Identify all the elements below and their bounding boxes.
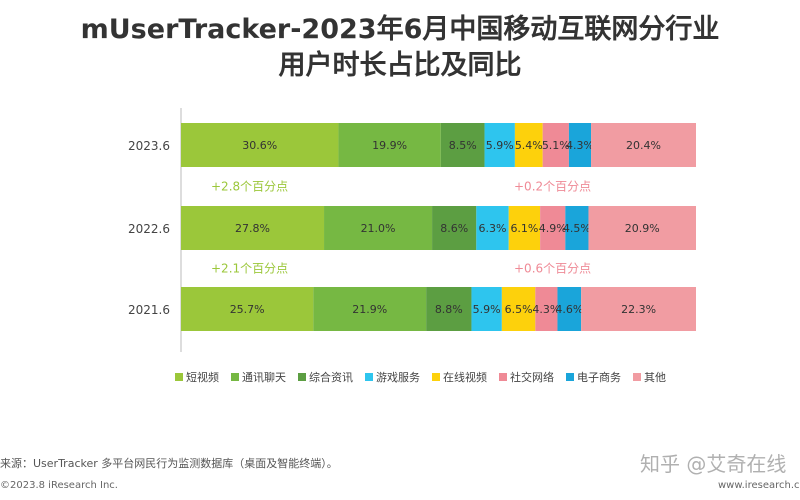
legend-label-0: 短视频 [186,370,219,384]
bar-segment-2022-6-1 [324,206,433,250]
category-label-2022-6: 2022.6 [128,222,170,236]
data-label-2023-6-3: 5.9% [486,139,514,152]
annotation-2: +2.1个百分点 [211,262,288,276]
legend-label-1: 通讯聊天 [242,370,286,384]
website-text: www.iresearch.com.cn [718,480,800,491]
data-label-2023-6-1: 19.9% [372,139,407,152]
data-label-2023-6-6: 4.3% [566,139,594,152]
legend-label-2: 综合资讯 [309,370,353,384]
legend-swatch-0 [175,373,183,381]
legend-label-6: 电子商务 [577,370,621,384]
data-label-2022-6-4: 6.1% [510,222,538,235]
data-label-2022-6-7: 20.9% [625,222,660,235]
data-label-2023-6-5: 5.1% [542,139,570,152]
category-label-2021-6: 2021.6 [128,303,170,317]
bar-segment-2021-6-2 [426,287,472,331]
data-label-2022-6-3: 6.3% [479,222,507,235]
legend-swatch-4 [432,373,440,381]
legend-label-4: 在线视频 [443,370,487,384]
bar-segment-2023-6-6 [568,123,592,167]
data-label-2023-6-7: 20.4% [626,139,661,152]
data-label-2023-6-0: 30.6% [242,139,277,152]
data-label-2021-6-0: 25.7% [230,303,265,316]
bar-segment-2022-6-2 [432,206,477,250]
bar-segment-2023-6-7 [591,123,696,167]
data-label-2021-6-5: 4.3% [532,303,560,316]
bar-segment-2023-6-2 [440,123,485,167]
copyright-text: ©2023.8 iResearch Inc. [0,480,118,491]
data-label-2022-6-1: 21.0% [361,222,396,235]
legend-label-5: 社交网络 [510,370,554,384]
data-label-2022-6-6: 4.5% [563,222,591,235]
bar-segment-2022-6-0 [181,206,325,250]
watermark: 知乎 @艾奇在线 [640,452,787,476]
data-label-2023-6-2: 8.5% [449,139,477,152]
bar-segment-2021-6-4 [501,287,536,331]
data-label-2021-6-3: 5.9% [473,303,501,316]
bar-segment-2022-6-4 [508,206,541,250]
annotation-1: +0.2个百分点 [514,180,591,194]
bar-segment-2021-6-3 [471,287,502,331]
data-label-2021-6-7: 22.3% [621,303,656,316]
legend-swatch-7 [633,373,641,381]
bar-segment-2021-6-0 [181,287,314,331]
source-note: 来源：UserTracker 多平台网民行为监测数据库（桌面及智能终端）。 [0,457,338,470]
legend-swatch-3 [365,373,373,381]
bar-segment-2021-6-7 [581,287,696,331]
legend-swatch-1 [231,373,239,381]
data-label-2022-6-0: 27.8% [235,222,270,235]
bar-segment-2022-6-6 [565,206,589,250]
category-label-2023-6: 2023.6 [128,139,170,153]
bar-segment-2021-6-6 [557,287,582,331]
data-label-2022-6-2: 8.6% [440,222,468,235]
data-label-2021-6-6: 4.6% [555,303,583,316]
annotation-3: +0.6个百分点 [514,262,591,276]
legend-swatch-6 [566,373,574,381]
data-label-2021-6-1: 21.9% [352,303,387,316]
legend-label-3: 游戏服务 [376,371,420,384]
legend-swatch-2 [298,373,306,381]
bar-segment-2023-6-0 [181,123,339,167]
bar-segment-2023-6-4 [514,123,543,167]
data-label-2021-6-4: 6.5% [505,303,533,316]
data-label-2021-6-2: 8.8% [435,303,463,316]
bar-segment-2022-6-7 [588,206,696,250]
bar-segment-2021-6-5 [535,287,558,331]
annotation-0: +2.8个百分点 [211,180,288,194]
bar-segment-2022-6-5 [540,206,566,250]
legend-swatch-5 [499,373,507,381]
bar-segment-2022-6-3 [476,206,509,250]
bar-segment-2023-6-3 [484,123,515,167]
bar-segment-2023-6-5 [542,123,569,167]
chart-title-line-2: 用户时长占比及同比 [278,50,522,81]
chart-title-line-1: mUserTracker-2023年6月中国移动互联网分行业 [80,14,720,45]
data-label-2023-6-4: 5.4% [515,139,543,152]
data-label-2022-6-5: 4.9% [539,222,567,235]
bar-segment-2023-6-1 [338,123,441,167]
legend-label-7: 其他 [644,371,666,384]
bar-segment-2021-6-1 [313,287,427,331]
